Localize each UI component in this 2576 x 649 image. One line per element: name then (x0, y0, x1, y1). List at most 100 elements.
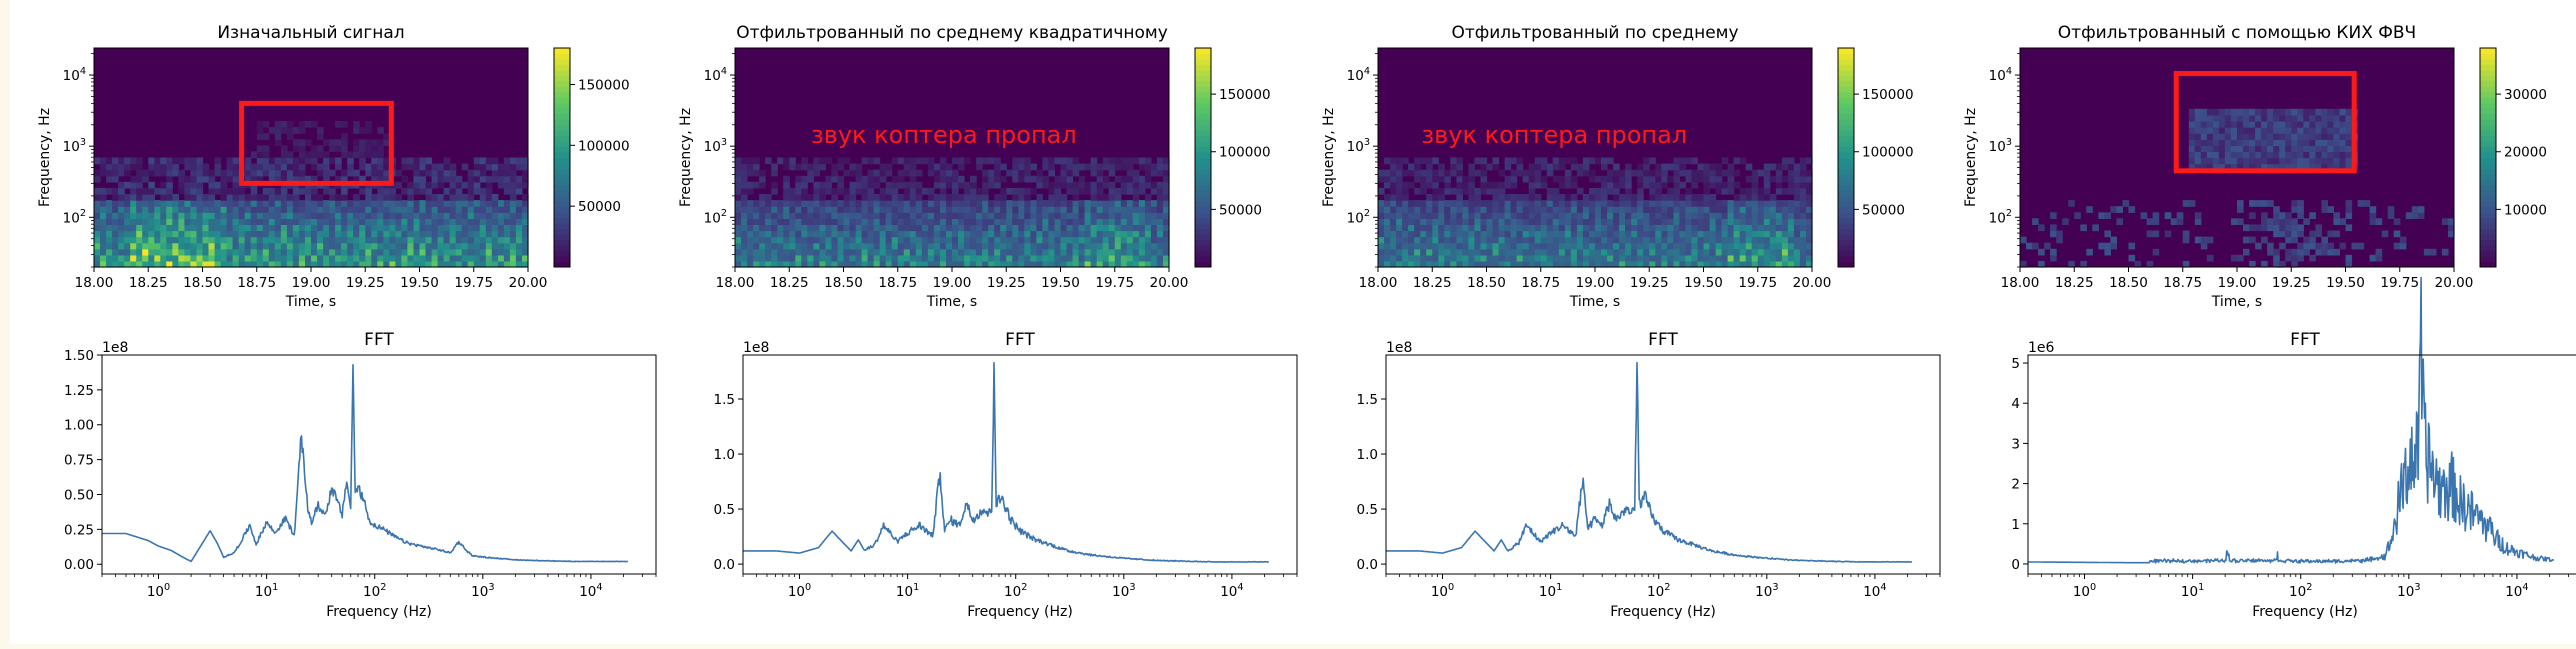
spectrogram-cell (1072, 236, 1080, 244)
spectrogram-cell (1474, 248, 1481, 256)
spectrogram-cell (1138, 175, 1146, 183)
spectrogram-cell (1126, 230, 1134, 238)
spectrogram-cell (1721, 254, 1729, 262)
spectrogram-cell (2038, 248, 2045, 256)
y-axis-label: Frequency, Hz (1321, 108, 1337, 207)
spectrogram-cell (413, 248, 421, 256)
spectrogram-cell (220, 248, 228, 256)
spectrogram-cell (2182, 230, 2190, 238)
spectrogram-cell (353, 194, 360, 201)
spectrogram-cell (933, 200, 941, 207)
y-tick-label: 1.0 (1357, 447, 1378, 463)
spectrogram-cell (1757, 212, 1765, 219)
spectrogram-cell (1054, 218, 1062, 225)
y-tick-label: 0.75 (64, 453, 94, 469)
spectrogram-cell (1703, 224, 1711, 232)
spectrogram-cell (1048, 181, 1055, 189)
spectrogram-cell (256, 175, 264, 183)
spectrogram-cell (2279, 212, 2286, 219)
spectrogram-cell (747, 218, 754, 225)
spectrogram-cell (1378, 175, 1385, 183)
spectrogram-cell (118, 254, 125, 262)
spectrogram-cell (1414, 242, 1421, 250)
spectrogram-cell (341, 230, 348, 238)
spectrogram-cell (401, 187, 408, 195)
spectrogram-cell (1733, 248, 1741, 256)
spectrogram-cell (1685, 254, 1692, 262)
spectrogram-cell (100, 194, 107, 201)
spectrogram-cell (1733, 254, 1741, 262)
spectrogram-cell (1715, 254, 1723, 262)
spectrogram-cell (1132, 181, 1140, 189)
spectrogram-cell (317, 127, 324, 134)
spectrogram-cell (1498, 236, 1506, 244)
spectrogram-cell (130, 212, 137, 219)
spectrogram-cell (939, 163, 947, 171)
spectrogram-cell (765, 248, 772, 256)
spectrogram-cell (425, 200, 433, 207)
spectrogram-cell (1384, 181, 1391, 189)
spectrogram-cell (813, 218, 820, 225)
spectrogram-cell (335, 248, 342, 256)
spectrogram-cell (1576, 242, 1584, 250)
spectrogram-cell (2206, 157, 2214, 165)
spectrogram-cell (1108, 224, 1116, 232)
spectrogram-cell (765, 218, 772, 225)
spectrogram-cell (359, 242, 366, 250)
spectrogram-cell (1631, 236, 1638, 244)
spectrogram-cell (1721, 242, 1729, 250)
spectrogram-cell (1703, 175, 1711, 183)
spectrogram-cell (1576, 236, 1584, 244)
spectrogram-cell (256, 133, 264, 140)
spectrogram-cell (1060, 194, 1068, 201)
spectrogram-cell (1108, 230, 1116, 238)
spectrogram-cell (958, 242, 965, 250)
spectrogram-cell (1036, 224, 1043, 232)
spectrogram-cell (136, 187, 143, 195)
spectrogram-cell (1595, 230, 1602, 238)
spectrogram-cell (982, 194, 989, 201)
spectrogram-cell (190, 260, 197, 268)
spectrogram-cell (160, 206, 167, 213)
spectrogram-cell (1090, 254, 1098, 262)
spectrogram-cell (413, 230, 421, 238)
spectrogram-cell (311, 163, 318, 171)
spectrogram-cell (970, 224, 977, 232)
spectrogram-cell (2279, 163, 2286, 171)
spectrogram-cell (1806, 236, 1813, 244)
spectrogram-cell (1012, 187, 1019, 195)
spectrogram-cell (2279, 218, 2286, 225)
spectrogram-cell (2206, 151, 2214, 159)
spectrogram-cell (921, 218, 929, 225)
spectrogram-cell (843, 194, 851, 201)
spectrogram-cell (855, 200, 863, 207)
spectrogram-cell (491, 224, 499, 232)
spectrogram-cell (1432, 224, 1439, 232)
spectrogram-cell (389, 206, 396, 213)
spectrogram-cell (952, 242, 959, 250)
fft-plot-area (102, 355, 656, 574)
spectrogram-cell (1072, 212, 1080, 219)
spectrogram-cell (1102, 260, 1110, 268)
spectrogram-cell (819, 187, 826, 195)
spectrogram-cell (298, 169, 306, 177)
spectrogram-cell (311, 242, 318, 250)
spectrogram-cell (1000, 194, 1007, 201)
spectrogram-cell (1787, 236, 1795, 244)
spectrogram-cell (1108, 181, 1116, 189)
spectrogram-cell (777, 218, 784, 225)
spectrogram-cell (819, 157, 826, 165)
spectrogram-cell (1806, 194, 1813, 201)
spectrogram-cell (1450, 236, 1457, 244)
spectrogram-cell (238, 187, 246, 195)
spectrogram-cell (1000, 230, 1007, 238)
spectrogram-cell (735, 187, 742, 195)
spectrogram-cell (1697, 212, 1705, 219)
spectrogram-cell (371, 200, 378, 207)
spectrogram-cell (2231, 108, 2238, 116)
spectrogram-cell (238, 224, 246, 232)
spectrogram-cell (1000, 206, 1007, 213)
spectrogram-cell (1558, 206, 1566, 213)
spectrogram-cell (921, 254, 929, 262)
spectrogram-cell (1000, 187, 1007, 195)
